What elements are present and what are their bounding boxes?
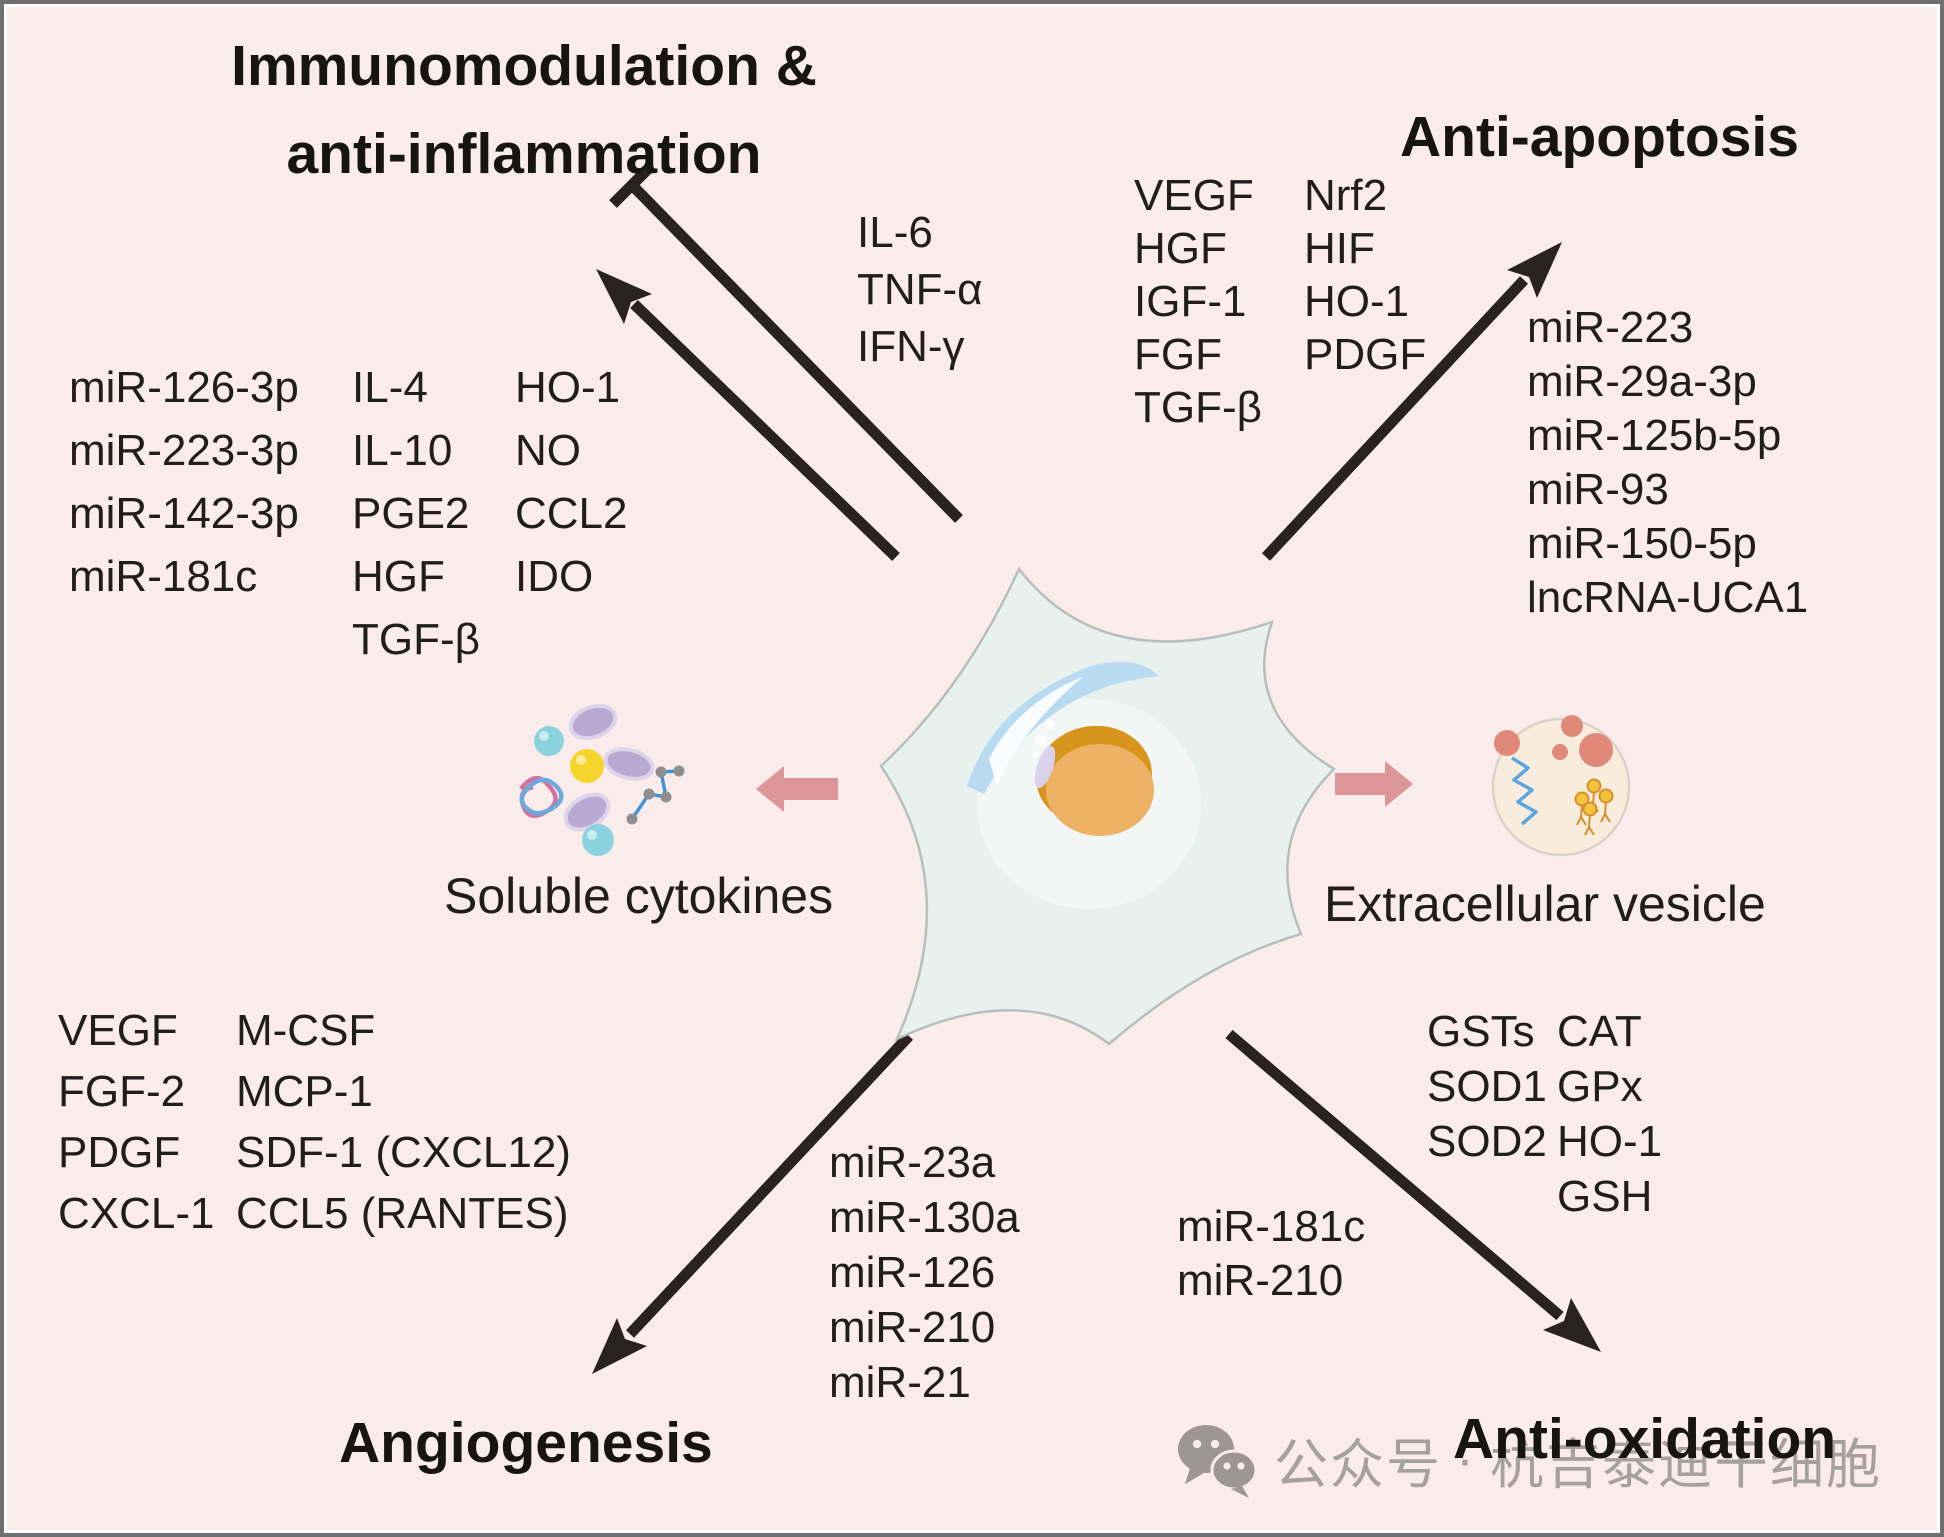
list-item: miR-223-3p (69, 426, 299, 475)
soluble-cytokines-label: Soluble cytokines (444, 868, 834, 924)
cytokine-blob-purple-icon (568, 703, 618, 741)
list-item: FGF (1134, 330, 1222, 379)
cytokines-icon (519, 703, 685, 856)
list-item: HGF (1134, 224, 1227, 273)
vesicle-icon (1491, 715, 1631, 857)
list-item: SDF-1 (CXCL12) (236, 1128, 571, 1177)
list-item: miR-210 (829, 1303, 996, 1352)
list-item: HO-1 (515, 363, 621, 412)
list-item: PDGF (58, 1128, 181, 1177)
vesicle-dots-icon (1494, 715, 1613, 767)
receptor-icons (1574, 778, 1614, 836)
list-item: miR-126-3p (69, 363, 299, 412)
anti-apoptosis-rna-list: miR-223 miR-29a-3p miR-125b-5p miR-93 miR-15… (1527, 301, 1808, 625)
angiogenesis-mirna-list: miR-23a miR-130a miR-126 miR-210 miR-21 (829, 1135, 1020, 1410)
list-item: miR-223 (1527, 303, 1694, 352)
list-item: miR-181c (69, 552, 258, 601)
extracellular-vesicle-label: Extracellular vesicle (1324, 876, 1766, 932)
watermark-platform: 公众号 (1274, 1434, 1442, 1495)
list-item: miR-23a (829, 1138, 996, 1187)
list-item: IFN-γ (857, 322, 965, 371)
list-item: FGF-2 (58, 1067, 186, 1116)
list-item: Nrf2 (1304, 171, 1388, 220)
list-item: SOD2 (1427, 1117, 1547, 1166)
list-item: lncRNA-UCA1 (1527, 573, 1809, 622)
list-item: PGE2 (352, 489, 470, 538)
list-item: miR-125b-5p (1527, 411, 1782, 460)
list-item: PDGF (1304, 330, 1427, 379)
immuno-mirna-list: miR-126-3p miR-223-3p miR-142-3p miR-181c (69, 356, 299, 608)
pink-arrow-left (756, 766, 838, 812)
protein-tangle-icon (519, 776, 564, 819)
list-item: VEGF (58, 1006, 178, 1055)
list-item: IL-10 (352, 426, 453, 475)
list-item: HO-1 (1304, 277, 1410, 326)
title-immunomodulation-line2: anti-inflammation (286, 122, 762, 186)
title-anti-oxidation: Anti-oxidation (1453, 1407, 1837, 1471)
list-item: TGF-β (1134, 383, 1262, 432)
list-item: IGF-1 (1134, 277, 1247, 326)
anti-oxidation-mirna-list: miR-181c miR-210 (1177, 1200, 1365, 1308)
immuno-effector-list: HO-1 NO CCL2 IDO (515, 356, 628, 608)
peptide-chain-icon (626, 765, 685, 825)
list-item: CCL5 (RANTES) (236, 1189, 569, 1238)
list-item: miR-21 (829, 1358, 971, 1407)
watermark: 公众号 · 杭吉泰迪干细胞 (1176, 1418, 1882, 1500)
list-item: HO-1 (1557, 1117, 1663, 1166)
angiogenesis-factor-list-2: M-CSF MCP-1 SDF-1 (CXCL12) CCL5 (RANTES) (236, 1000, 571, 1244)
list-item: TNF-α (857, 265, 983, 314)
list-item: HGF (352, 552, 445, 601)
cell-nucleus (1032, 721, 1154, 836)
list-item: CCL2 (515, 489, 628, 538)
list-item: HIF (1304, 224, 1375, 273)
list-item: CAT (1557, 1007, 1642, 1056)
list-item: GSH (1557, 1172, 1653, 1221)
anti-oxidation-enzyme-list-1: GSTs SOD1 SOD2 (1427, 1004, 1547, 1169)
anti-oxidation-enzyme-list-2: CAT GPx HO-1 GSH (1557, 1004, 1662, 1224)
inhibited-cytokine-list: IL-6 TNF-α IFN-γ (857, 204, 983, 375)
list-item: CXCL-1 (58, 1189, 215, 1238)
list-item: miR-126 (829, 1248, 996, 1297)
list-item: IL-4 (352, 363, 428, 412)
angiogenesis-factor-list-1: VEGF FGF-2 PDGF CXCL-1 (58, 1000, 215, 1244)
anti-apoptosis-factor-list-2: Nrf2 HIF HO-1 PDGF (1304, 169, 1426, 381)
list-item: miR-181c (1177, 1202, 1366, 1251)
list-item: GPx (1557, 1062, 1643, 1111)
title-anti-apoptosis: Anti-apoptosis (1400, 105, 1799, 169)
stem-cell-illustration (879, 566, 1337, 1046)
list-item: IL-6 (857, 208, 933, 257)
list-item: miR-210 (1177, 1256, 1344, 1305)
list-item: TGF-β (352, 615, 480, 664)
list-item: miR-130a (829, 1193, 1020, 1242)
watermark-separator: · (1456, 1429, 1476, 1489)
cytokine-sphere-yellow-icon (570, 749, 604, 783)
activation-arrow-top-left (596, 269, 900, 561)
rna-helix-icon (1511, 756, 1538, 826)
immuno-mediator-list: IL-4 IL-10 PGE2 HGF TGF-β (352, 356, 480, 671)
pink-arrow-right (1335, 761, 1413, 807)
title-immunomodulation: Immunomodulation & anti-inflammation (164, 22, 884, 198)
wechat-icon (1178, 1425, 1258, 1498)
title-angiogenesis: Angiogenesis (339, 1411, 713, 1475)
list-item: IDO (515, 552, 594, 601)
list-item: miR-29a-3p (1527, 357, 1757, 406)
list-item: GSTs (1427, 1007, 1535, 1056)
watermark-account: 杭吉泰迪干细胞 (1489, 1434, 1882, 1495)
list-item: miR-93 (1527, 465, 1669, 514)
cytokine-sphere-teal-icon (534, 726, 564, 756)
list-item: MCP-1 (236, 1067, 373, 1116)
list-item: miR-142-3p (69, 489, 299, 538)
list-item: VEGF (1134, 171, 1254, 220)
list-item: miR-150-5p (1527, 519, 1757, 568)
title-immunomodulation-line1: Immunomodulation & (231, 34, 817, 98)
anti-apoptosis-factor-list-1: VEGF HGF IGF-1 FGF TGF-β (1134, 169, 1262, 434)
list-item: M-CSF (236, 1006, 376, 1055)
list-item: NO (515, 426, 581, 475)
list-item: SOD1 (1427, 1062, 1547, 1111)
